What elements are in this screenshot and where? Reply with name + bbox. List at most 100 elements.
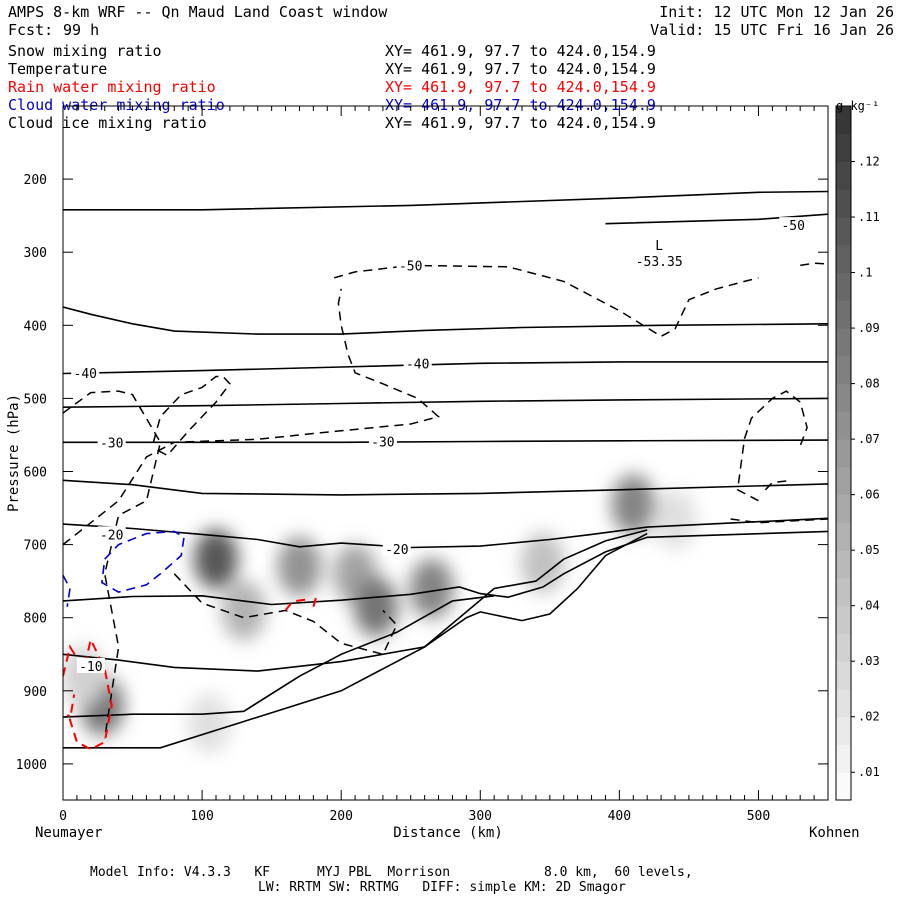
field-xy: XY= 461.9, 97.7 to 424.0,154.9: [385, 96, 656, 114]
colorbar-swatch: [836, 550, 851, 579]
isotherm-label-bg: [368, 433, 397, 449]
snow-contour: [736, 390, 808, 502]
low-marker: L: [655, 239, 663, 254]
x-start-label: Neumayer: [35, 825, 102, 841]
x-end-label: Kohnen: [809, 825, 860, 841]
colorbar-swatch: [836, 605, 851, 634]
valid-time: Valid: 15 UTC Fri 16 Jan 26: [650, 21, 894, 39]
colorbar-swatch: [836, 355, 851, 385]
colorbar-swatch: [836, 633, 851, 662]
isotherm-labels: -50 -50 -40 -40 -30 -30 -20 -20 -10: [71, 217, 808, 675]
isotherm-line: [63, 306, 828, 335]
rain-water-contour: [312, 594, 321, 607]
field-label: Temperature: [8, 60, 108, 78]
temperature-isotherms: [63, 190, 828, 749]
colorbar-swatch: [836, 244, 851, 274]
isotherm-label-bg: [382, 540, 411, 556]
colorbar-swatch: [836, 383, 851, 412]
y-tick-label: 900: [24, 685, 47, 700]
x-tick-label: 400: [608, 809, 631, 824]
isotherm-line: [63, 479, 828, 496]
rain-water-contour: [63, 711, 71, 718]
x-tick-label: 200: [329, 809, 352, 824]
colorbar-tick-label: .03: [858, 654, 880, 668]
x-axis-label: Distance (km): [393, 825, 503, 841]
colorbar-swatch: [836, 328, 851, 357]
snow-shade-blob: [520, 532, 565, 593]
snow-contour: [63, 288, 441, 546]
rain-water-contour: [284, 598, 307, 612]
isotherm-label: -30: [371, 436, 394, 451]
snow-shade-blob: [353, 576, 398, 637]
colorbar-tick-label: .05: [858, 543, 880, 557]
colorbar-swatch: [836, 272, 851, 301]
field-label: Cloud water mixing ratio: [8, 96, 225, 114]
field-xy: XY= 461.9, 97.7 to 424.0,154.9: [385, 42, 656, 60]
snow-shade-blob: [653, 489, 697, 550]
colorbar-tick-label: .12: [858, 155, 880, 169]
cloud-water-contours: [63, 530, 185, 607]
snow-shade-blob: [277, 536, 322, 597]
colorbar-tick-label: .07: [858, 432, 880, 446]
x-tick-label: 300: [469, 809, 492, 824]
snow-shading: [63, 474, 697, 754]
x-tick-label: 100: [190, 809, 213, 824]
isotherm-line: [63, 517, 828, 549]
colorbar-swatch: [836, 577, 851, 607]
colorbar-tick-label: .09: [858, 321, 880, 335]
isotherm-label-bg: [97, 526, 126, 542]
colorbar-tick-label: .1: [858, 266, 872, 280]
snow-shade-blob: [611, 474, 656, 535]
snow-contour: [63, 390, 162, 739]
y-tick-label: 600: [24, 466, 47, 481]
x-tick-label: 0: [59, 809, 67, 824]
cloud-water-contour: [101, 530, 185, 593]
isotherm-label-bg: [403, 355, 432, 371]
snow-shade-blob: [187, 693, 232, 754]
field-label: Snow mixing ratio: [8, 42, 162, 60]
colorbar-frame: [835, 105, 852, 801]
snow-contour: [764, 480, 787, 491]
footer-line-2: LW: RRTM SW: RRTMG DIFF: simple KM: 2D S…: [258, 880, 626, 895]
y-tick-label: 200: [24, 173, 47, 188]
isotherm-label-bg: [779, 217, 808, 233]
isotherm-label: -40: [406, 357, 429, 372]
isotherm-line: [63, 529, 648, 749]
colorbar-swatch: [836, 217, 851, 246]
colorbar-swatch: [836, 106, 851, 135]
isotherm-label: -10: [79, 660, 102, 675]
colorbar-swatch: [836, 688, 851, 718]
colorbar-swatch: [836, 161, 851, 190]
isotherm-line: [63, 532, 648, 672]
forecast-label: Fcst:: [8, 21, 54, 39]
field-label: Cloud ice mixing ratio: [8, 114, 207, 132]
isotherm-label-bg: [76, 657, 105, 673]
y-axis-label: Pressure (hPa): [6, 394, 22, 512]
colorbar-swatch: [836, 466, 851, 496]
colorbar-tick-label: .02: [858, 710, 880, 724]
chart-title: AMPS 8-km WRF -- Qn Maud Land Coast wind…: [8, 3, 388, 21]
snow-contour: [730, 518, 828, 524]
colorbar-tick-label: .04: [858, 599, 880, 613]
colorbar-swatch: [836, 522, 851, 551]
colorbar-swatch: [836, 133, 851, 163]
field-xy: XY= 461.9, 97.7 to 424.0,154.9: [385, 60, 656, 78]
isotherm-line: [63, 361, 828, 375]
forecast-hours: 99 h: [63, 21, 100, 39]
colorbar-swatch: [836, 439, 851, 468]
y-tick-label: 400: [24, 319, 47, 334]
isotherm-label: -20: [385, 543, 408, 558]
colorbar-swatch: [836, 189, 851, 218]
colorbar-tick-label: .11: [858, 210, 880, 224]
colorbar-swatch: [836, 411, 851, 440]
colorbar-unit: g kg⁻¹: [836, 99, 879, 113]
plot-frame: [62, 105, 829, 801]
snow-shade-blob: [194, 529, 238, 590]
isotherm-line: [63, 397, 828, 408]
axes: 0 100 200 300 400 500 200 300 400 500 600 700 800 900…: [16, 106, 829, 824]
colorbar-swatch: [836, 716, 851, 745]
isotherm-label: -50: [399, 259, 422, 274]
field-xy: XY= 461.9, 97.7 to 424.0,154.9: [385, 78, 656, 96]
y-tick-label: 1000: [16, 758, 47, 773]
